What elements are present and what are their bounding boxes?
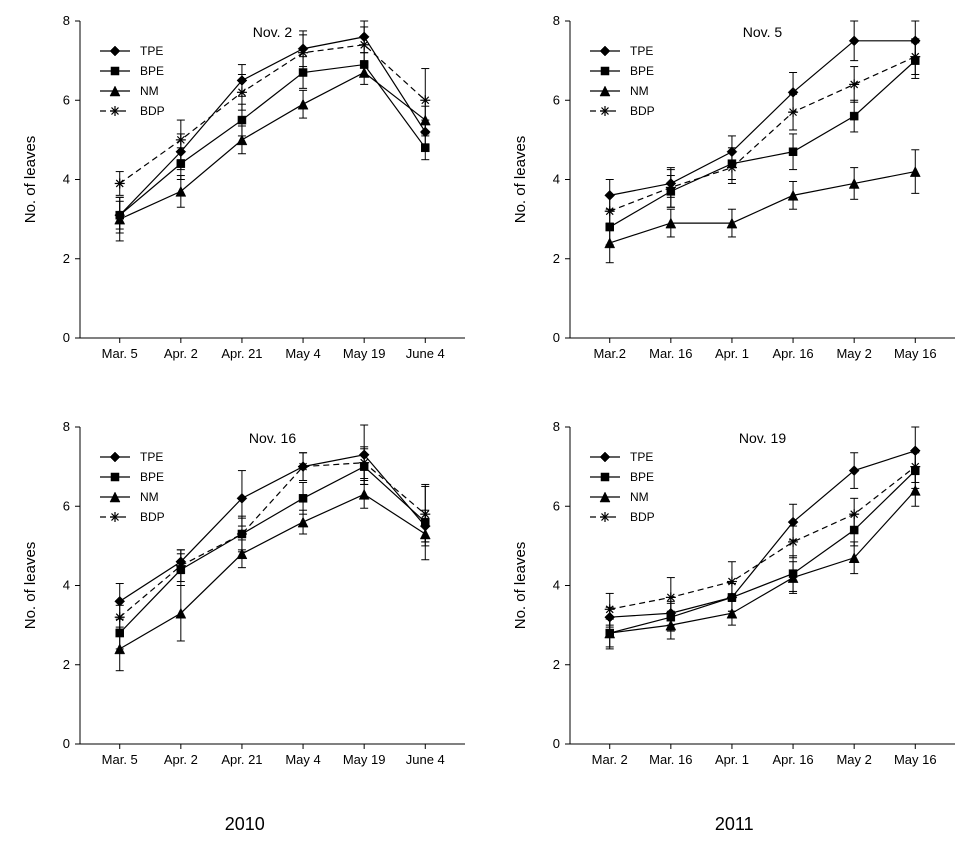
svg-text:BPE: BPE [140, 470, 164, 484]
svg-text:Apr. 2: Apr. 2 [164, 346, 198, 361]
svg-text:TPE: TPE [140, 44, 163, 58]
svg-text:Mar. 5: Mar. 5 [102, 752, 138, 767]
svg-text:No. of leaves: No. of leaves [512, 542, 529, 630]
svg-text:May 4: May 4 [285, 752, 320, 767]
svg-text:TPE: TPE [630, 44, 653, 58]
svg-text:6: 6 [552, 92, 559, 107]
svg-text:NM: NM [630, 490, 649, 504]
svg-text:Apr. 21: Apr. 21 [221, 752, 262, 767]
svg-text:4: 4 [552, 172, 559, 187]
svg-text:8: 8 [552, 13, 559, 28]
legend: TPE BPE NM BDP [590, 450, 655, 524]
chart-panel-nov5-2011: 0 2 4 6 8 Mar.2 Mar. 16 Apr. 1 Apr. 16 May 2 May 1… [490, 0, 979, 406]
svg-text:8: 8 [63, 419, 70, 434]
svg-text:Mar.2: Mar.2 [593, 346, 626, 361]
svg-text:Mar. 16: Mar. 16 [649, 752, 692, 767]
svg-text:0: 0 [552, 736, 559, 751]
svg-text:TPE: TPE [630, 450, 653, 464]
svg-text:2: 2 [552, 657, 559, 672]
svg-text:No. of leaves: No. of leaves [22, 542, 39, 630]
svg-text:BPE: BPE [140, 64, 164, 78]
svg-text:Nov. 16: Nov. 16 [249, 430, 296, 446]
svg-text:No. of leaves: No. of leaves [512, 136, 529, 224]
legend: TPE BPE NM BDP [100, 450, 165, 524]
svg-text:May 2: May 2 [836, 346, 871, 361]
svg-text:0: 0 [552, 330, 559, 345]
year-label-row: 2010 2011 [0, 812, 979, 841]
svg-text:BDP: BDP [630, 104, 655, 118]
svg-text:TPE: TPE [140, 450, 163, 464]
svg-text:4: 4 [552, 578, 559, 593]
svg-text:May 16: May 16 [893, 346, 936, 361]
svg-text:2: 2 [63, 251, 70, 266]
svg-text:Apr. 16: Apr. 16 [772, 346, 813, 361]
svg-text:June 4: June 4 [406, 346, 445, 361]
svg-text:June 4: June 4 [406, 752, 445, 767]
svg-text:NM: NM [630, 84, 649, 98]
year-label-left: 2010 [0, 812, 490, 841]
svg-text:6: 6 [552, 498, 559, 513]
svg-text:NM: NM [140, 84, 159, 98]
svg-text:Nov. 19: Nov. 19 [738, 430, 785, 446]
svg-text:Mar. 2: Mar. 2 [591, 752, 627, 767]
svg-text:Mar. 5: Mar. 5 [102, 346, 138, 361]
svg-text:BPE: BPE [630, 64, 654, 78]
svg-text:BDP: BDP [630, 510, 655, 524]
svg-text:8: 8 [552, 419, 559, 434]
svg-text:Nov. 5: Nov. 5 [742, 24, 782, 40]
chart-panel-nov16-2010: 0 2 4 6 8 Mar. 5 Apr. 2 Apr. 21 May 4 May 19 June … [0, 406, 490, 812]
svg-text:6: 6 [63, 498, 70, 513]
chart-panel-nov2-2010: 0 2 4 6 8 Mar. 5 Apr. 2 Apr. 21 May 4 May 19 June … [0, 0, 490, 406]
svg-text:May 19: May 19 [343, 752, 386, 767]
svg-text:2: 2 [63, 657, 70, 672]
svg-text:Apr. 1: Apr. 1 [714, 752, 748, 767]
svg-text:BDP: BDP [140, 104, 165, 118]
svg-text:May 16: May 16 [893, 752, 936, 767]
chart-panel-nov19-2011: 0 2 4 6 8 Mar. 2 Mar. 16 Apr. 1 Apr. 16 May 2 May … [490, 406, 979, 812]
svg-text:Apr. 16: Apr. 16 [772, 752, 813, 767]
svg-text:4: 4 [63, 172, 70, 187]
svg-text:BDP: BDP [140, 510, 165, 524]
svg-text:0: 0 [63, 330, 70, 345]
figure-page: 0 2 4 6 8 Mar. 5 Apr. 2 Apr. 21 May 4 May 19 June … [0, 0, 979, 841]
legend: TPE BPE NM BDP [590, 44, 655, 118]
svg-text:Mar. 16: Mar. 16 [649, 346, 692, 361]
svg-text:Apr. 1: Apr. 1 [714, 346, 748, 361]
svg-text:May 2: May 2 [836, 752, 871, 767]
svg-text:8: 8 [63, 13, 70, 28]
svg-text:Apr. 21: Apr. 21 [221, 346, 262, 361]
legend: TPE BPE NM BDP [100, 44, 165, 118]
svg-text:4: 4 [63, 578, 70, 593]
year-label-right: 2011 [490, 812, 979, 841]
svg-text:BPE: BPE [630, 470, 654, 484]
svg-text:6: 6 [63, 92, 70, 107]
svg-text:0: 0 [63, 736, 70, 751]
panel-grid: 0 2 4 6 8 Mar. 5 Apr. 2 Apr. 21 May 4 May 19 June … [0, 0, 979, 841]
svg-text:May 4: May 4 [285, 346, 320, 361]
svg-text:2: 2 [552, 251, 559, 266]
svg-text:NM: NM [140, 490, 159, 504]
svg-text:No. of leaves: No. of leaves [22, 136, 39, 224]
svg-text:Apr. 2: Apr. 2 [164, 752, 198, 767]
svg-text:Nov. 2: Nov. 2 [253, 24, 293, 40]
svg-text:May 19: May 19 [343, 346, 386, 361]
